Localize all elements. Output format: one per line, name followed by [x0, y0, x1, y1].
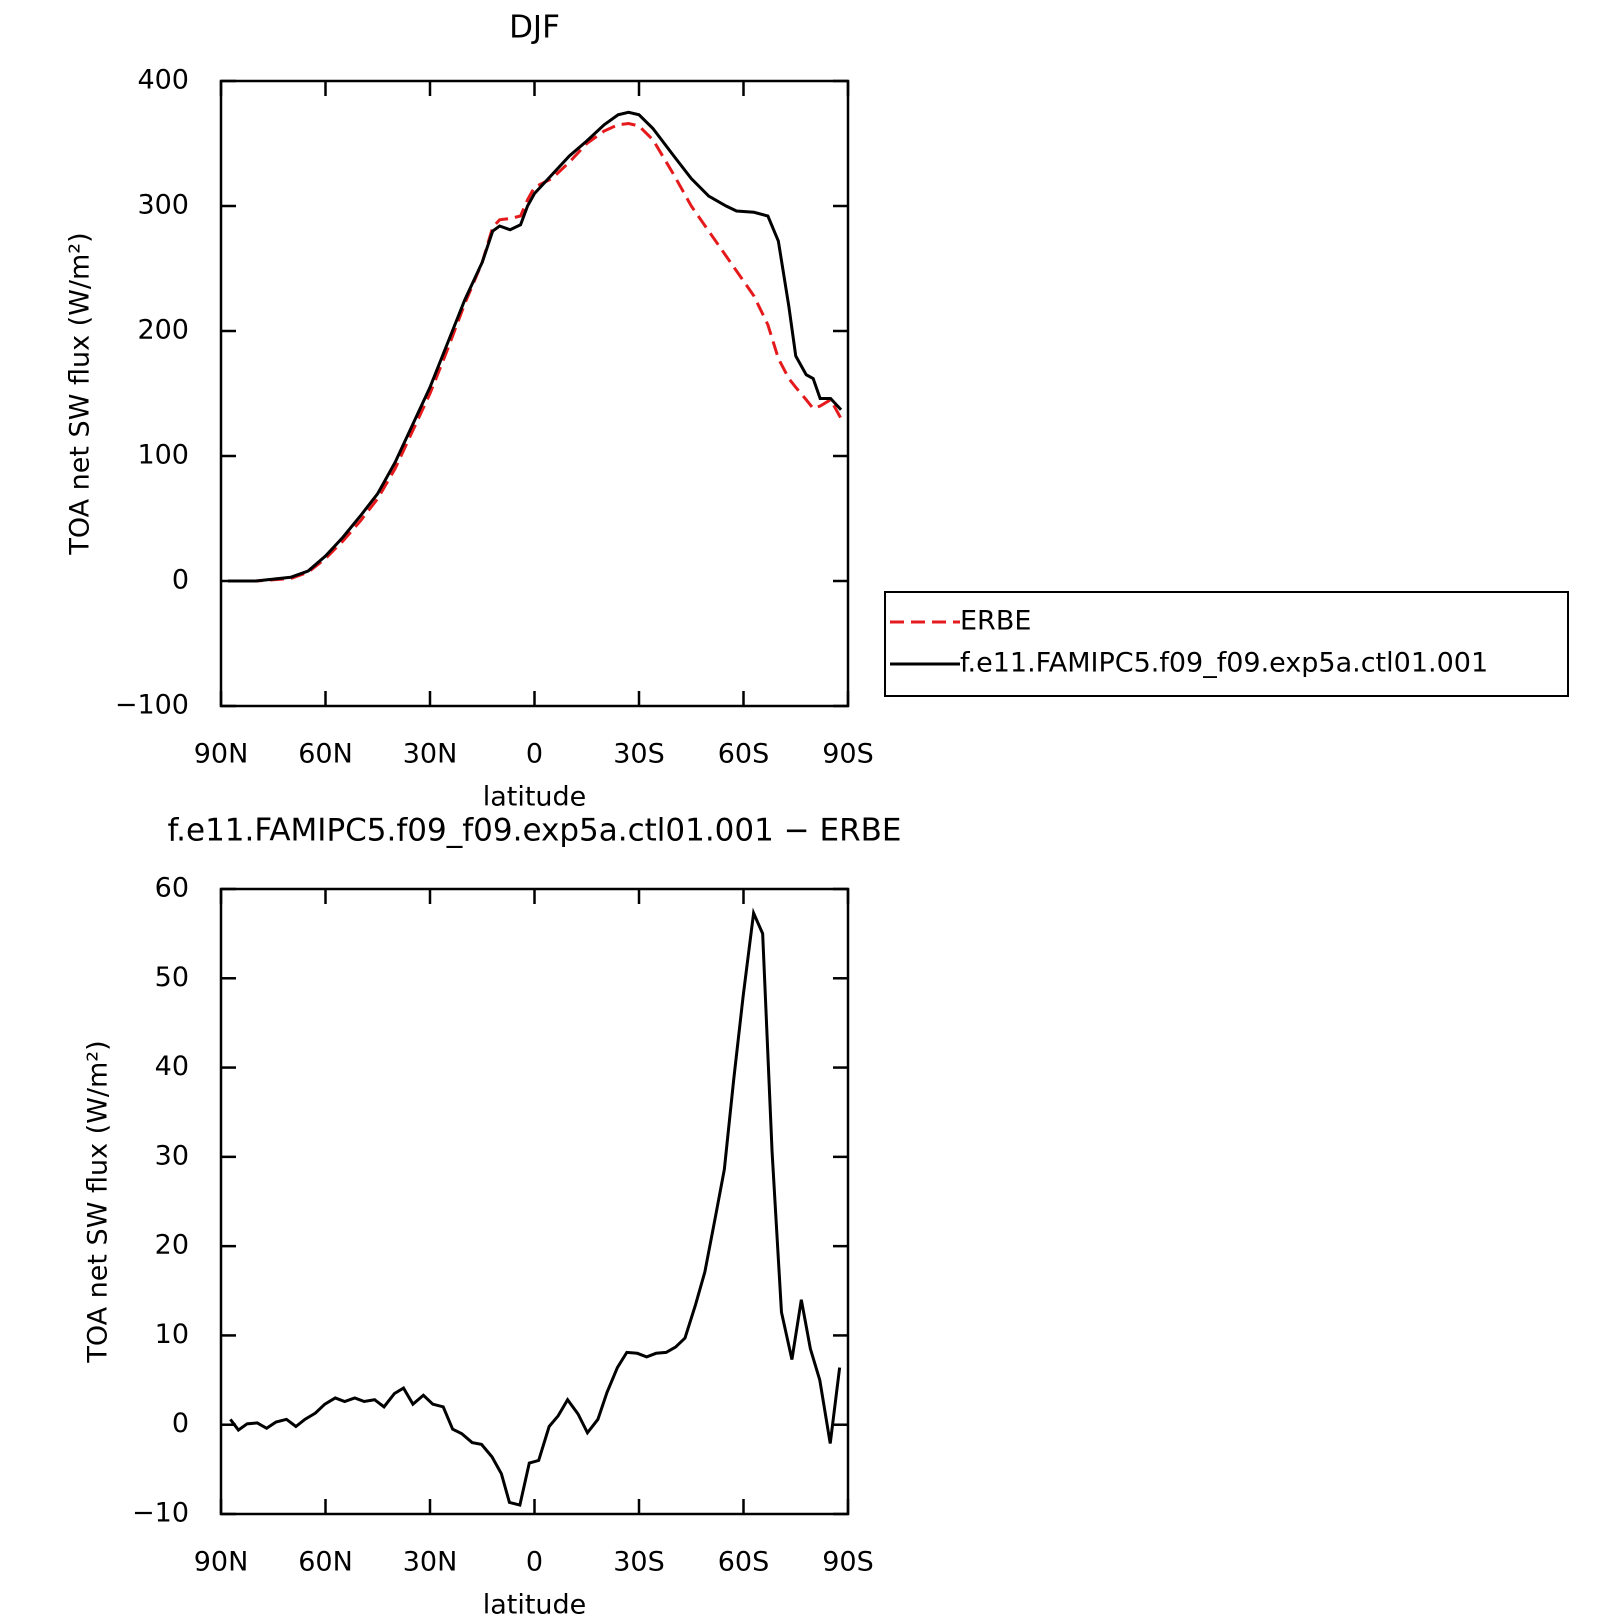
- y-axis-label: TOA net SW flux (W/m²): [65, 232, 96, 555]
- x-tick-label: 0: [526, 1547, 543, 1578]
- y-tick-label: 50: [155, 962, 189, 993]
- x-tick-label: 60S: [718, 1547, 770, 1578]
- x-tick-label: 0: [526, 739, 543, 770]
- y-tick-label: 0: [172, 565, 189, 596]
- chart-title: DJF: [509, 10, 560, 46]
- legend-label: ERBE: [960, 606, 1031, 637]
- y-tick-label: 100: [137, 440, 189, 471]
- y-tick-label: −10: [132, 1498, 189, 1529]
- y-tick-label: 10: [155, 1319, 189, 1350]
- x-tick-label: 30S: [613, 1547, 665, 1578]
- x-tick-label: 60N: [298, 1547, 353, 1578]
- x-tick-label: 90N: [194, 739, 249, 770]
- data-line: [227, 110, 843, 583]
- x-tick-label: 30N: [403, 739, 458, 770]
- x-tick-label: 60S: [718, 739, 770, 770]
- x-axis-label: latitude: [483, 782, 587, 813]
- chart-title: f.e11.FAMIPC5.f09_f09.exp5a.ctl01.001 − …: [167, 813, 901, 849]
- x-tick-label: 90S: [822, 1547, 874, 1578]
- y-tick-label: 40: [155, 1051, 189, 1082]
- legend-box: [884, 591, 1569, 697]
- y-tick-label: 20: [155, 1230, 189, 1261]
- x-tick-label: 90S: [822, 739, 874, 770]
- x-tick-label: 30S: [613, 739, 665, 770]
- y-tick-label: 300: [137, 190, 189, 221]
- x-tick-label: 90N: [194, 1547, 249, 1578]
- x-axis-label: latitude: [483, 1590, 587, 1619]
- y-tick-label: 200: [137, 315, 189, 346]
- x-tick-label: 60N: [298, 739, 353, 770]
- y-tick-label: 400: [137, 65, 189, 96]
- y-axis-label: TOA net SW flux (W/m²): [83, 1040, 114, 1363]
- plot-frame: [219, 887, 850, 1516]
- y-tick-label: 30: [155, 1140, 189, 1171]
- legend-label: f.e11.FAMIPC5.f09_f09.exp5a.ctl01.001: [960, 648, 1488, 679]
- y-tick-label: 60: [155, 873, 189, 904]
- x-tick-label: 30N: [403, 1547, 458, 1578]
- y-tick-label: 0: [172, 1408, 189, 1439]
- data-line: [229, 907, 842, 1507]
- plot-frame: [219, 79, 850, 708]
- y-tick-label: −100: [115, 690, 189, 721]
